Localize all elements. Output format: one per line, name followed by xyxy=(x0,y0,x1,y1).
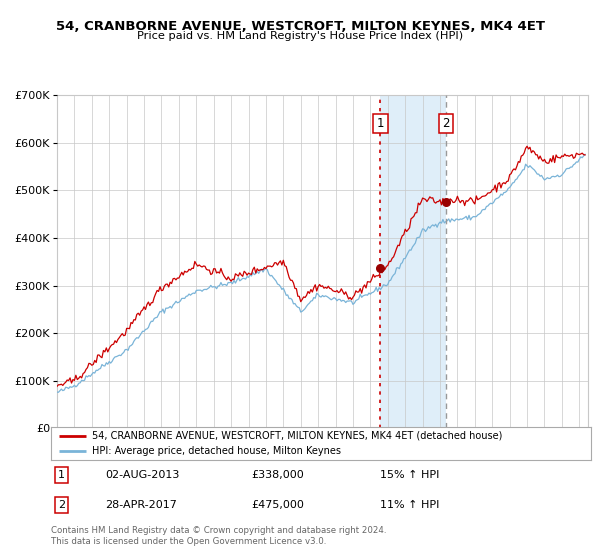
Text: 11% ↑ HPI: 11% ↑ HPI xyxy=(380,500,440,510)
Text: 28-APR-2017: 28-APR-2017 xyxy=(105,500,177,510)
Text: £338,000: £338,000 xyxy=(251,470,304,480)
Text: 02-AUG-2013: 02-AUG-2013 xyxy=(105,470,179,480)
Text: 2: 2 xyxy=(442,117,449,130)
Text: Contains HM Land Registry data © Crown copyright and database right 2024.
This d: Contains HM Land Registry data © Crown c… xyxy=(51,526,386,546)
Text: 15% ↑ HPI: 15% ↑ HPI xyxy=(380,470,440,480)
Text: HPI: Average price, detached house, Milton Keynes: HPI: Average price, detached house, Milt… xyxy=(91,446,341,456)
Text: £475,000: £475,000 xyxy=(251,500,304,510)
Text: 54, CRANBORNE AVENUE, WESTCROFT, MILTON KEYNES, MK4 4ET: 54, CRANBORNE AVENUE, WESTCROFT, MILTON … xyxy=(56,20,545,32)
Text: 1: 1 xyxy=(58,470,65,480)
Bar xyxy=(380,95,446,428)
Text: 1: 1 xyxy=(377,117,384,130)
Text: Price paid vs. HM Land Registry's House Price Index (HPI): Price paid vs. HM Land Registry's House … xyxy=(137,31,463,41)
Text: 54, CRANBORNE AVENUE, WESTCROFT, MILTON KEYNES, MK4 4ET (detached house): 54, CRANBORNE AVENUE, WESTCROFT, MILTON … xyxy=(91,431,502,441)
Text: 2: 2 xyxy=(58,500,65,510)
